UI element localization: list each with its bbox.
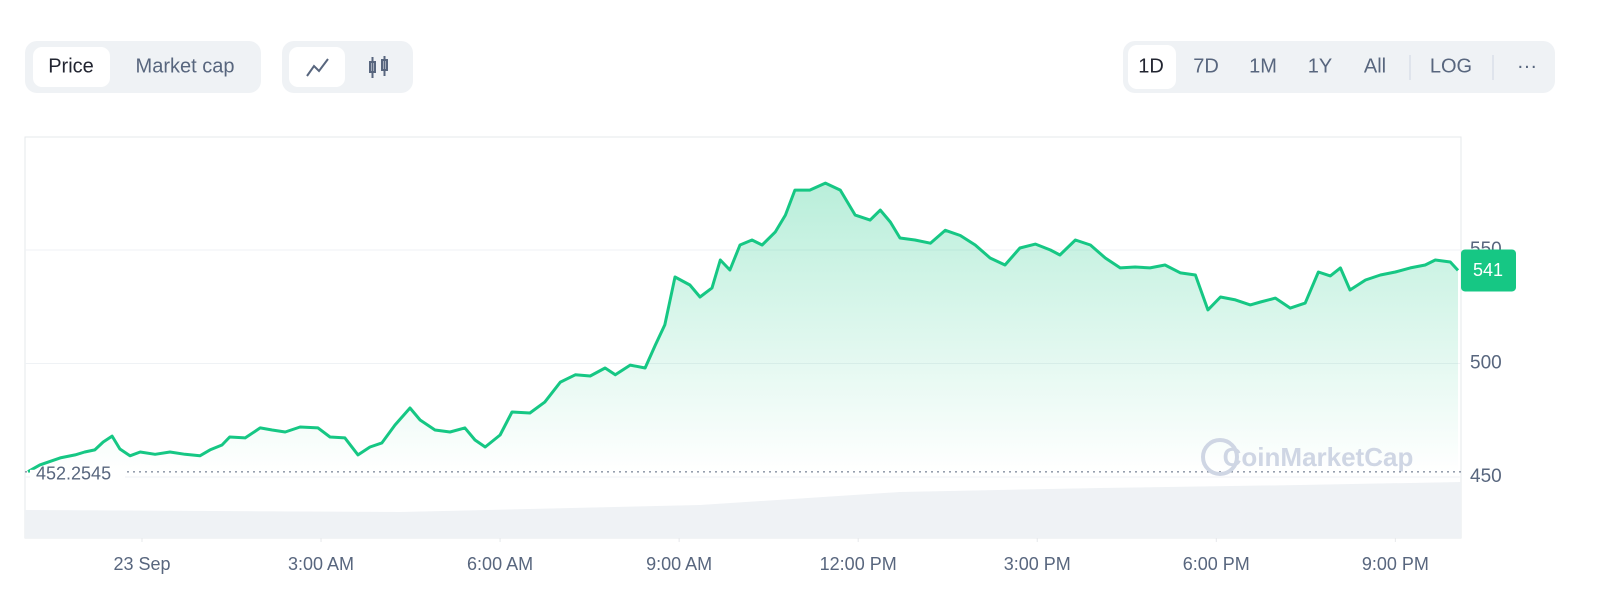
market-cap-button[interactable]: Market cap (136, 55, 235, 77)
range-toggle (1123, 41, 1555, 93)
volume-area (25, 482, 1461, 538)
watermark: CoinMarketCap (1223, 442, 1414, 472)
range-button[interactable]: All (1364, 55, 1386, 77)
range-selected (1128, 45, 1176, 89)
type-selected (289, 47, 345, 87)
price-area (27, 183, 1459, 472)
range-button[interactable]: 1M (1249, 55, 1277, 77)
x-tick-label: 3:00 PM (1004, 554, 1071, 574)
x-tick-label: 9:00 PM (1362, 554, 1429, 574)
line-icon[interactable] (306, 58, 329, 77)
price-tag-label: 541 (1473, 260, 1503, 280)
price-tag (1461, 249, 1516, 292)
view-selected (33, 47, 110, 87)
range-button[interactable]: 1Y (1308, 55, 1332, 77)
candle-icon[interactable] (369, 56, 388, 78)
reference-label-bg (30, 469, 125, 494)
x-tick-label: 23 Sep (113, 554, 170, 574)
x-tick-label: 12:00 PM (820, 554, 897, 574)
x-tick-label: 6:00 AM (467, 554, 533, 574)
range-button[interactable]: 1D (1138, 55, 1164, 77)
more-button[interactable]: ··· (1517, 55, 1537, 77)
log-button[interactable]: LOG (1430, 55, 1472, 77)
plot (25, 181, 1461, 542)
price-button[interactable]: Price (48, 55, 94, 77)
y-tick-label: 500 (1470, 353, 1502, 374)
x-tick-label: 6:00 PM (1183, 554, 1250, 574)
range-button[interactable]: 7D (1193, 55, 1219, 77)
y-tick-label: 450 (1470, 466, 1502, 487)
x-tick-label: 3:00 AM (288, 554, 354, 574)
reference-label: 452.2545 (36, 464, 111, 484)
watermark-logo (1201, 438, 1239, 476)
x-tick-label: 9:00 AM (646, 554, 712, 574)
price-line (27, 181, 1460, 474)
